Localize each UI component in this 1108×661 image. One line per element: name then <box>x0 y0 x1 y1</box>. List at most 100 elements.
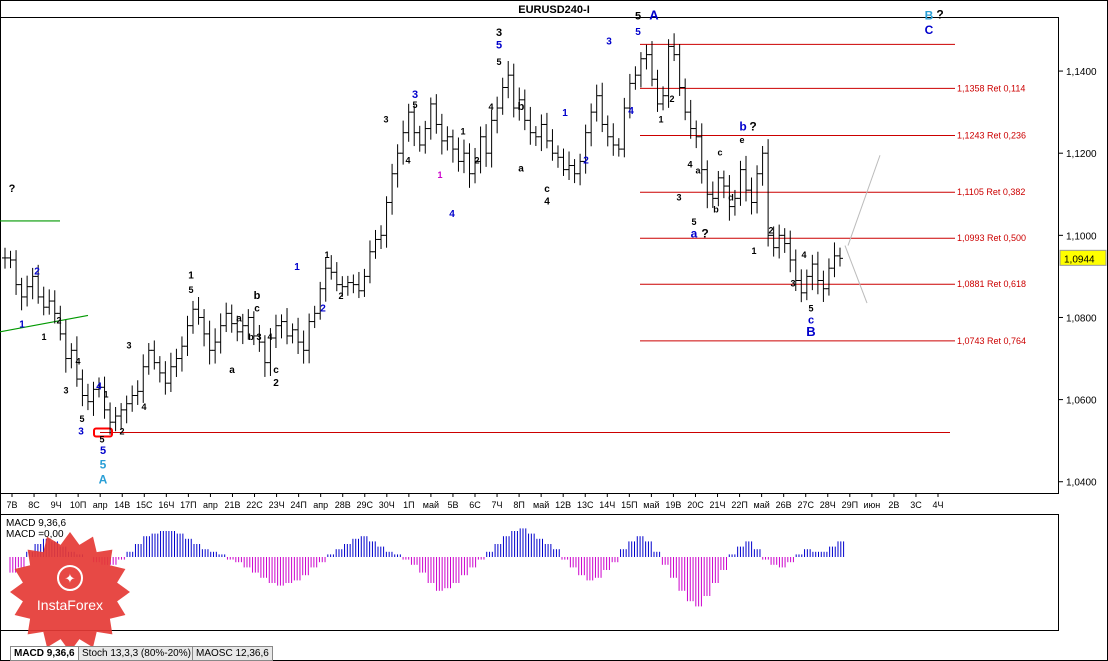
x-tick-label: 10П <box>70 500 86 510</box>
x-tick-label: 28Ч <box>820 500 836 510</box>
x-tick-label: 12В <box>555 500 571 510</box>
projection-line <box>844 245 868 304</box>
x-tick-label: май <box>423 500 439 510</box>
projection-line <box>847 155 881 246</box>
x-tick-label: 14Ч <box>599 500 615 510</box>
x-tick-label: 17П <box>180 500 196 510</box>
wave-label: e <box>739 135 744 145</box>
x-tick-label: 29П <box>842 500 858 510</box>
y-tick-label: 1,1200 <box>1066 149 1097 160</box>
wave-label: 3 <box>256 332 261 342</box>
wave-label: 1 <box>324 250 329 260</box>
indicator-value-label: MACD =0,00 <box>6 529 64 540</box>
x-tick-label: 4Ч <box>932 500 943 510</box>
wave-label: c <box>544 184 550 195</box>
x-tick-label: 9Ч <box>51 500 62 510</box>
wave-label: 5 <box>635 27 641 38</box>
wave-label: 4 <box>267 332 272 342</box>
wave-label: 1 <box>188 270 194 281</box>
x-tick-label: 27С <box>797 500 814 510</box>
wave-label: 1 <box>460 127 465 137</box>
trend-line <box>0 314 89 333</box>
wave-label: A <box>99 472 108 486</box>
wave-label: 5 <box>100 445 106 457</box>
x-tick-label: апр <box>313 500 328 510</box>
fib-level-label: 1,1243 Ret 0,236 <box>957 131 1026 141</box>
y-tick-label: 1,0600 <box>1066 396 1097 407</box>
x-tick-label: 2В <box>888 500 899 510</box>
wave-label: 2 <box>34 266 40 277</box>
wave-label: 4 <box>75 357 80 367</box>
fib-level-label: 1,0993 Ret 0,500 <box>957 233 1026 243</box>
wave-label: 2 <box>320 303 326 314</box>
x-tick-label: май <box>643 500 659 510</box>
x-tick-label: 23Ч <box>269 500 285 510</box>
wave-label: 5 <box>188 285 193 295</box>
wave-label: A <box>649 8 659 23</box>
wave-label: 4 <box>488 102 493 112</box>
wave-label: 5 <box>99 435 104 445</box>
x-tick-label: 26В <box>776 500 792 510</box>
tab-stoch[interactable]: Stoch 13,3,3 (80%-20%) <box>78 646 195 661</box>
fib-level-label: 1,1358 Ret 0,114 <box>957 83 1025 93</box>
wave-label: 1 <box>751 246 756 256</box>
wave-label: 2 <box>119 427 124 437</box>
tab-macd[interactable]: MACD 9,36,6 <box>10 646 79 661</box>
wave-label: ? <box>749 120 756 134</box>
current-price-label: 1,0944 <box>1064 254 1095 265</box>
wave-label: d <box>728 192 734 202</box>
x-tick-label: 14В <box>114 500 130 510</box>
wave-label: 4 <box>687 160 692 170</box>
wave-label: 2 <box>56 316 61 326</box>
indicator-label: MACD 9,36,6 <box>6 518 66 529</box>
wave-label: b <box>739 120 746 134</box>
fib-level-label: 1,1105 Ret 0,382 <box>957 187 1025 197</box>
wave-label: 3 <box>790 279 795 289</box>
x-tick-label: 16Ч <box>158 500 174 510</box>
chart-title: EURUSD240-I <box>518 4 590 16</box>
wave-label: 1 <box>658 114 663 124</box>
wave-label: a <box>229 365 235 376</box>
wave-label: 3 <box>676 192 681 202</box>
x-tick-label: июн <box>863 500 880 510</box>
tab-maosc[interactable]: MAOSC 12,36,6 <box>192 646 273 661</box>
indicator-frame <box>0 514 1059 631</box>
wave-label: 5 <box>496 39 502 51</box>
wave-label: B <box>925 9 934 23</box>
wave-label: 3 <box>496 27 502 39</box>
logo-text: InstaForex <box>37 597 103 613</box>
wave-label: 1 <box>437 170 442 180</box>
instaforex-logo: ✦ InstaForex <box>10 532 130 652</box>
x-tick-label: 8С <box>28 500 40 510</box>
wave-label: 2 <box>338 291 343 301</box>
x-tick-label: 21Ч <box>710 500 726 510</box>
y-tick-label: 1,0400 <box>1066 478 1097 489</box>
wave-label: 2 <box>768 225 773 235</box>
current-price-box <box>1059 249 1107 266</box>
x-tick-label: 7В <box>6 500 17 510</box>
x-tick-label: 7Ч <box>492 500 503 510</box>
y-tick-label: 1,0800 <box>1066 313 1097 324</box>
wave-label: 5 <box>691 217 696 227</box>
wave-label: 4 <box>544 197 550 208</box>
x-tick-label: 6С <box>469 500 481 510</box>
y-tick-label: 1,1400 <box>1066 67 1097 78</box>
wave-label: 4 <box>96 381 102 392</box>
x-tick-label: май <box>754 500 770 510</box>
wave-label: 4 <box>405 155 410 165</box>
wave-label: ? <box>9 183 16 195</box>
wave-label: ? <box>936 8 943 22</box>
x-tick-label: 22С <box>246 500 263 510</box>
wave-label: 2 <box>583 155 589 166</box>
x-tick-label: 19В <box>665 500 681 510</box>
wave-label: 1 <box>41 332 46 342</box>
wave-label: 2 <box>474 155 479 165</box>
wave-label: a <box>691 226 698 240</box>
wave-label: 4 <box>449 209 455 220</box>
x-tick-label: 24П <box>290 500 306 510</box>
x-tick-label: 8П <box>513 500 524 510</box>
wave-label: c <box>717 147 722 157</box>
wave-label: c <box>254 303 260 314</box>
